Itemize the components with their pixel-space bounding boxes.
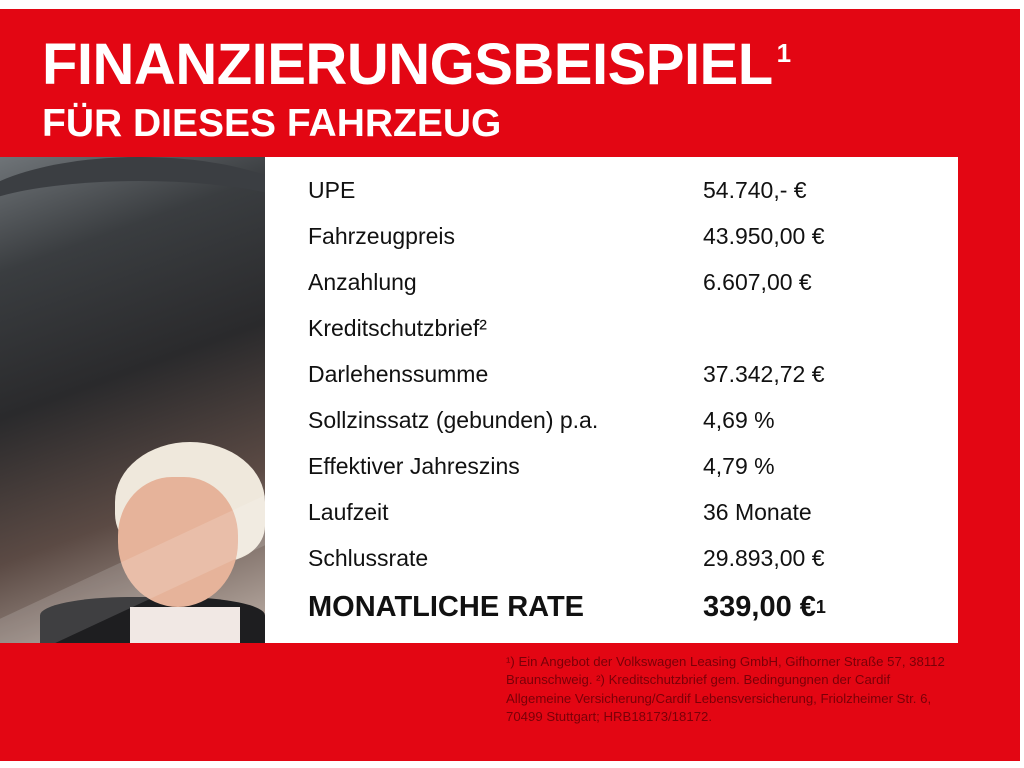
page-title: FINANZIERUNGSBEISPIEL 1 xyxy=(42,36,791,94)
legal-footnote: ¹) Ein Angebot der Volkswagen Leasing Gm… xyxy=(506,654,945,724)
row-label: Fahrzeugpreis xyxy=(308,223,456,249)
row-label: Anzahlung xyxy=(308,269,417,295)
table-row: Laufzeit 36 Monate xyxy=(308,497,928,527)
title-footnote-mark: 1 xyxy=(776,38,791,68)
row-value: 36 Monate xyxy=(703,499,812,525)
table-row: Kreditschutzbrief² xyxy=(308,313,928,343)
table-row: Effektiver Jahreszins 4,79 % xyxy=(308,451,928,481)
row-label: Schlussrate xyxy=(308,545,429,571)
financing-table: UPE 54.740,- € Fahrzeugpreis 43.950,00 € A… xyxy=(265,157,958,643)
monthly-rate-value: 339,00 € xyxy=(703,591,816,623)
table-row: Sollzinssatz (gebunden) p.a. 4,69 % xyxy=(308,405,928,435)
row-value: 4,69 % xyxy=(703,407,775,433)
car-door-frame xyxy=(0,157,265,287)
table-row: Darlehenssumme 37.342,72 € xyxy=(308,359,928,389)
monthly-rate-footnote-mark: 1 xyxy=(815,597,826,617)
row-value: 6.607,00 € xyxy=(703,269,812,295)
row-label: Darlehenssumme xyxy=(308,361,489,387)
table-row: Schlussrate 29.893,00 € xyxy=(308,543,928,573)
photo-face xyxy=(118,477,238,607)
table-row: Fahrzeugpreis 43.950,00 € xyxy=(308,221,928,251)
row-value: 37.342,72 € xyxy=(703,361,825,387)
row-value: 54.740,- € xyxy=(703,177,807,203)
monthly-rate-row: MONATLICHE RATE 339,00 €1 xyxy=(308,589,928,625)
row-label: Laufzeit xyxy=(308,499,389,525)
row-label: Effektiver Jahreszins xyxy=(308,453,520,479)
row-label: Sollzinssatz (gebunden) p.a. xyxy=(308,407,599,433)
table-row: Anzahlung 6.607,00 € xyxy=(308,267,928,297)
title-text: FINANZIERUNGSBEISPIEL xyxy=(42,32,773,97)
monthly-rate-label: MONATLICHE RATE xyxy=(308,591,585,623)
row-value: 43.950,00 € xyxy=(703,223,825,249)
photo-shirt xyxy=(130,607,240,643)
row-label: Kreditschutzbrief² xyxy=(308,315,487,341)
row-value: 4,79 % xyxy=(703,453,775,479)
row-label: UPE xyxy=(308,177,356,203)
page-subtitle: FÜR DIESES FAHRZEUG xyxy=(42,102,502,145)
row-value: 29.893,00 € xyxy=(703,545,825,571)
woman-in-car-photo xyxy=(0,157,265,643)
table-row: UPE 54.740,- € xyxy=(308,175,928,205)
